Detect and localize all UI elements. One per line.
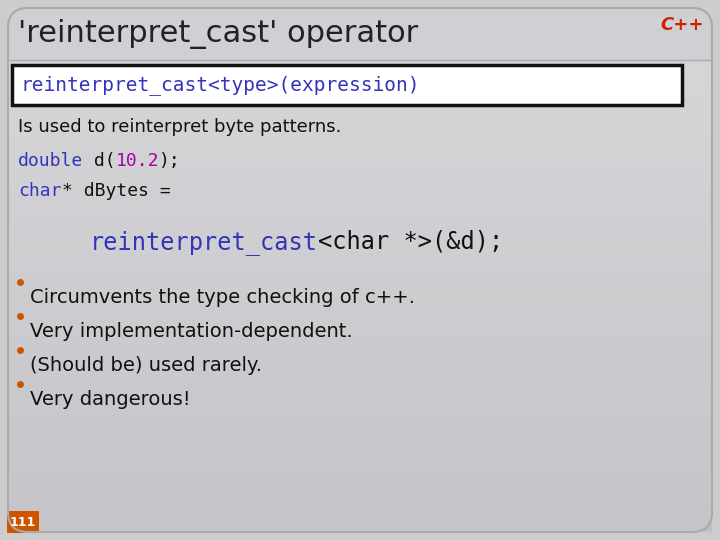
FancyBboxPatch shape [7,511,39,533]
Text: );: ); [159,152,181,170]
Text: Very implementation-dependent.: Very implementation-dependent. [30,322,353,341]
Text: Very dangerous!: Very dangerous! [30,390,191,409]
Text: (Should be) used rarely.: (Should be) used rarely. [30,356,262,375]
Text: reinterpret_cast<type>(expression): reinterpret_cast<type>(expression) [20,75,420,95]
Text: 'reinterpret_cast' operator: 'reinterpret_cast' operator [18,19,418,49]
Text: char: char [18,182,61,200]
Text: <char *>(&d);: <char *>(&d); [318,230,503,254]
Text: C++: C++ [660,16,704,34]
Text: 111: 111 [10,516,36,529]
Text: Circumvents the type checking of c++.: Circumvents the type checking of c++. [30,288,415,307]
FancyBboxPatch shape [8,8,712,532]
Bar [8,8,712,60]
Text: Is used to reinterpret byte patterns.: Is used to reinterpret byte patterns. [18,118,341,136]
Text: double: double [18,152,84,170]
Text: 10.2: 10.2 [116,152,159,170]
Text: reinterpret_cast: reinterpret_cast [90,230,318,255]
Text: * dBytes =: * dBytes = [61,182,170,200]
FancyBboxPatch shape [12,65,682,105]
Text: d(: d( [84,152,116,170]
